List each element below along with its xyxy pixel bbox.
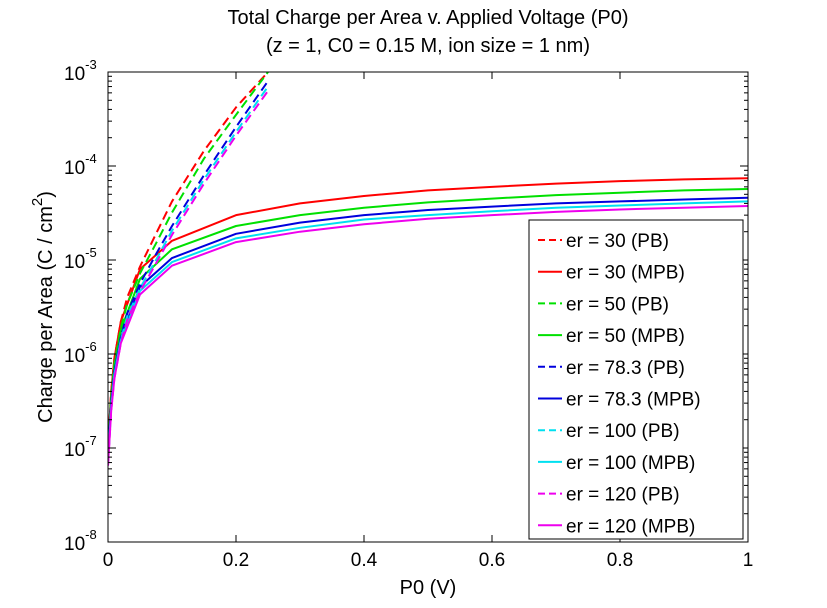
- y-tick-exponent: -8: [85, 527, 97, 542]
- y-tick-base: 10: [64, 64, 85, 85]
- legend-label: er = 50 (PB): [566, 294, 669, 315]
- x-tick-label: 0.8: [607, 550, 633, 571]
- legend-label: er = 78.3 (PB): [566, 358, 685, 379]
- legend-label: er = 30 (PB): [566, 231, 669, 252]
- series-line: [108, 187, 748, 453]
- y-tick-base: 10: [64, 158, 85, 179]
- legend-label: er = 120 (MPB): [566, 516, 695, 537]
- y-tick-base: 10: [64, 252, 85, 273]
- x-tick-label: 0.4: [351, 550, 378, 571]
- axes-box: [107, 71, 749, 543]
- y-tick-exponent: -5: [85, 245, 97, 260]
- x-axis: 0 0.2 0.4 0.6 0.8 1: [103, 72, 754, 571]
- y-tick-label: 10-3: [64, 57, 97, 85]
- y-tick-label: 10-4: [64, 151, 97, 179]
- x-tick-label: 0.6: [479, 550, 505, 571]
- legend-label: er = 78.3 (MPB): [566, 390, 701, 411]
- legend-label: er = 100 (PB): [566, 421, 680, 442]
- y-tick-label: 10-5: [64, 245, 97, 273]
- y-axis-label-close: ): [35, 191, 57, 198]
- legend-label: er = 50 (MPB): [566, 326, 685, 347]
- y-tick-label: 10-7: [64, 433, 97, 461]
- y-tick-exponent: -3: [85, 57, 97, 72]
- chart-title: Total Charge per Area v. Applied Voltage…: [228, 7, 629, 29]
- y-tick-exponent: -7: [85, 433, 97, 448]
- x-tick-label: 1: [743, 550, 754, 571]
- y-tick-base: 10: [64, 346, 85, 367]
- chart-subtitle: (z = 1, C0 = 0.15 M, ion size = 1 nm): [266, 35, 590, 57]
- series-line: [108, 205, 748, 466]
- x-tick-label: 0.2: [223, 550, 249, 571]
- y-axis-label-main: Charge per Area (C / cm: [35, 206, 57, 423]
- legend-label: er = 30 (MPB): [566, 263, 685, 284]
- series-layer: [108, 72, 748, 466]
- legend-label: er = 100 (MPB): [566, 453, 695, 474]
- y-tick-exponent: -4: [85, 151, 97, 166]
- y-tick-base: 10: [64, 440, 85, 461]
- y-axis: 10-810-710-610-510-410-3: [64, 57, 748, 555]
- legend-box: [528, 219, 744, 540]
- y-tick-label: 10-6: [64, 339, 97, 367]
- legend: er = 30 (PB) er = 30 (MPB) er = 50 (PB) er …: [528, 219, 744, 540]
- y-tick-label: 10-8: [64, 527, 97, 555]
- y-axis-label-sup: 2: [29, 198, 46, 206]
- legend-label: er = 120 (PB): [566, 485, 680, 506]
- y-axis-label: Charge per Area (C / cm2): [29, 191, 57, 423]
- x-axis-label: P0 (V): [400, 577, 457, 599]
- svg-text:Charge per Area (C / cm2): Charge per Area (C / cm2): [29, 191, 57, 423]
- x-tick-label: 0: [103, 550, 114, 571]
- y-tick-base: 10: [64, 534, 85, 555]
- y-tick-exponent: -6: [85, 339, 97, 354]
